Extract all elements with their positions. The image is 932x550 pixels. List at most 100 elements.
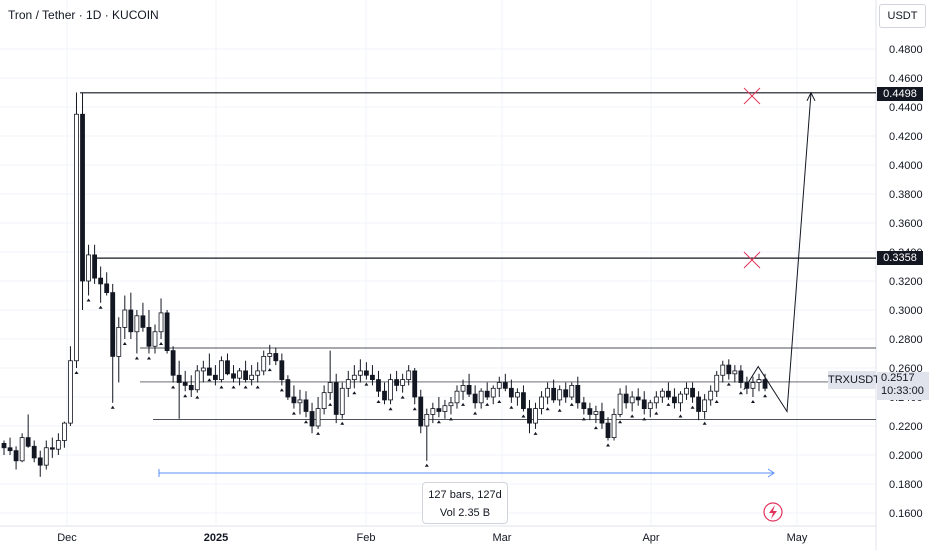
- candle-up: [267, 353, 273, 357]
- candle-up: [249, 374, 255, 380]
- signal-marker: [267, 368, 272, 372]
- candle-down: [551, 387, 557, 401]
- measure-volume: Vol 2.35 B: [439, 507, 491, 519]
- candle-down: [164, 312, 170, 351]
- signal-marker: [231, 385, 236, 389]
- candle-up: [720, 364, 726, 376]
- signal-marker: [630, 414, 635, 418]
- candle-down: [104, 283, 110, 293]
- candle-down: [231, 373, 236, 379]
- signal-marker: [98, 305, 103, 309]
- signal-marker: [279, 388, 284, 392]
- signal-marker: [146, 356, 151, 360]
- projection-arrowhead: [806, 91, 816, 102]
- signal-marker: [328, 402, 333, 406]
- signal-marker: [750, 400, 755, 403]
- projection-path[interactable]: [743, 91, 816, 414]
- candle-up: [460, 384, 466, 392]
- signal-marker: [207, 378, 212, 382]
- measure-bars: 127 bars, 127d: [428, 489, 502, 501]
- candle-down: [738, 370, 744, 383]
- signal-marker: [642, 417, 647, 421]
- signal-marker: [763, 394, 768, 398]
- signal-marker: [485, 402, 490, 406]
- candle-up: [750, 382, 756, 389]
- signal-marker: [726, 382, 731, 386]
- signal-marker: [666, 402, 671, 406]
- candles: [1, 92, 768, 477]
- time-tick-label: 2025: [204, 532, 228, 544]
- candle-down: [412, 370, 418, 398]
- candle-up: [539, 396, 544, 409]
- price-axis-ticks: 0.4800 0.4600 0.4400 0.4200 0.4000 0.3800 0.36…: [889, 44, 923, 520]
- candle-down: [1, 442, 7, 449]
- candle-up: [454, 390, 460, 404]
- currency-button[interactable]: USDT: [879, 4, 926, 28]
- signal-marker: [291, 411, 296, 415]
- candle-up: [339, 387, 345, 415]
- candle-down: [363, 370, 369, 376]
- candle-up: [261, 355, 267, 372]
- candle-down: [98, 277, 104, 285]
- candle-up: [714, 374, 720, 392]
- signal-marker: [545, 407, 550, 411]
- candle-up: [545, 387, 550, 398]
- candle-up: [569, 384, 575, 398]
- candle-up: [442, 405, 448, 412]
- price-tick-label: 0.2800: [889, 334, 923, 346]
- candle-up: [406, 370, 412, 380]
- candle-down: [243, 370, 249, 380]
- bar-countdown: 10:33:00: [881, 385, 924, 397]
- candle-down: [623, 393, 629, 404]
- signal-marker: [364, 382, 369, 386]
- time-tick-label: Feb: [357, 532, 376, 544]
- horizontal-levels[interactable]: [80, 92, 876, 420]
- time-tick-label: Apr: [642, 532, 659, 544]
- price-tick-label: 0.2200: [889, 421, 923, 433]
- candle-up: [19, 437, 25, 462]
- candle-up: [702, 399, 708, 412]
- symbol-tag: TRXUSDT: [828, 371, 880, 389]
- candle-down: [370, 374, 375, 380]
- candle-up: [490, 387, 496, 398]
- cross-mark-high: [743, 87, 761, 105]
- candle-up: [68, 360, 73, 424]
- signal-marker: [304, 420, 308, 424]
- candle-up: [194, 370, 200, 391]
- signal-marker: [195, 395, 200, 399]
- candle-down: [641, 399, 647, 409]
- candle-down: [128, 309, 134, 333]
- candle-down: [25, 437, 31, 447]
- flash-icon[interactable]: [763, 502, 783, 522]
- candle-down: [225, 360, 230, 375]
- candle-up: [424, 413, 430, 427]
- price-tick-label: 0.4400: [889, 102, 923, 114]
- signal-marker: [340, 421, 345, 425]
- candle-up: [152, 331, 158, 347]
- time-tick-label: May: [787, 532, 808, 544]
- signal-marker: [557, 408, 562, 412]
- candle-down: [696, 396, 701, 412]
- projection-line[interactable]: [743, 92, 812, 414]
- candle-up: [315, 408, 321, 427]
- signal-marker: [255, 385, 260, 389]
- signal-marker: [738, 391, 743, 395]
- candle-down: [182, 382, 188, 386]
- signal-marker: [461, 402, 466, 406]
- range-measure-line[interactable]: [158, 468, 775, 478]
- signal-marker: [581, 417, 586, 421]
- signal-marker: [74, 371, 79, 374]
- candle-down: [80, 113, 85, 282]
- price-tick-label: 0.3000: [889, 305, 923, 317]
- candle-down: [7, 447, 13, 452]
- signal-marker: [569, 402, 574, 406]
- candle-up: [297, 399, 303, 404]
- candle-down: [273, 353, 279, 362]
- signal-marker: [654, 411, 659, 415]
- candle-down: [394, 379, 400, 386]
- candle-up: [708, 390, 714, 401]
- candle-up: [255, 370, 261, 376]
- candle-down: [436, 408, 442, 412]
- candle-down: [587, 408, 593, 415]
